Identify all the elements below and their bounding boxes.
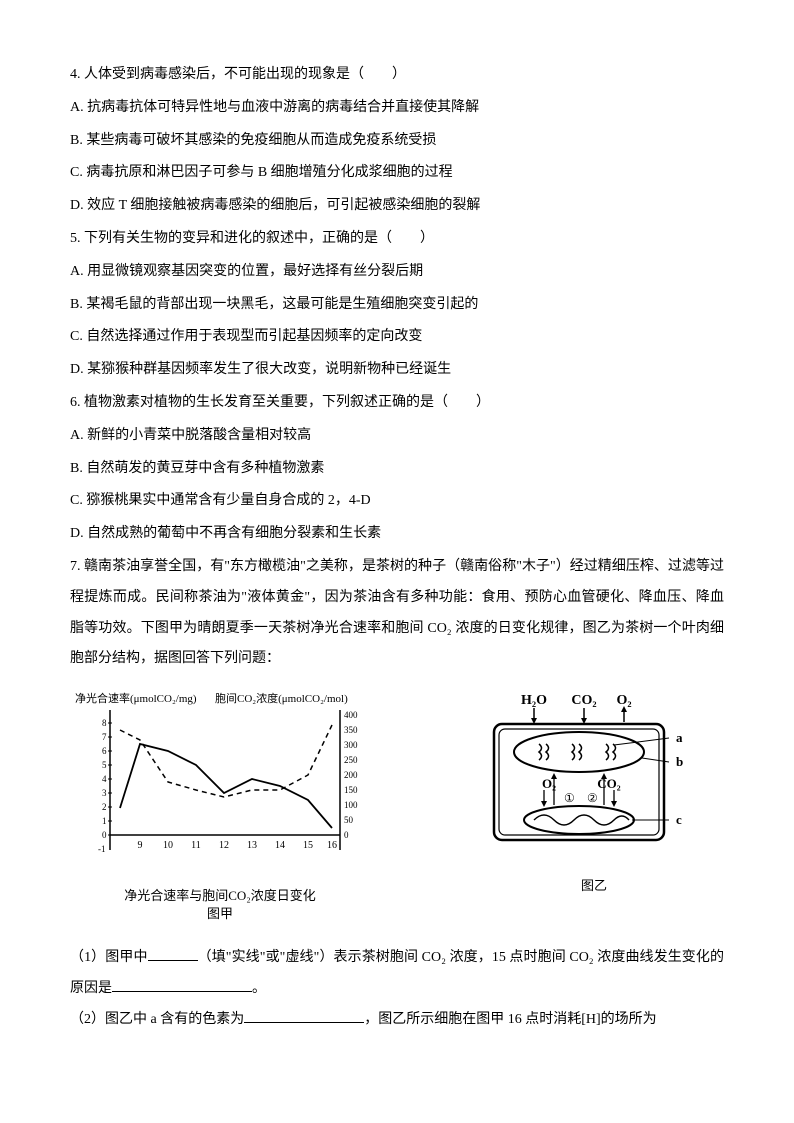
y2-axis-label: 胞间CO₂浓度(μmolCO₂/mol) [215, 691, 348, 705]
svg-text:400: 400 [344, 710, 358, 720]
label-b: b [676, 754, 683, 769]
top-labels: H₂O CO₂ O₂ [521, 693, 632, 708]
q6-option-d: D. 自然成熟的葡萄中不再含有细胞分裂素和生长素 [70, 519, 724, 550]
svg-text:16: 16 [327, 840, 337, 851]
sub2-pre: （2）图乙中 a 含有的色素为 [70, 1012, 244, 1027]
dashed-line-series [120, 725, 332, 797]
svg-text:14: 14 [275, 840, 285, 851]
q6-stem: 6. 植物激素对植物的生长发育至关重要，下列叙述正确的是（ ） [70, 388, 724, 419]
mitochondrion-cristae [534, 815, 629, 825]
q5-option-c: C. 自然选择通过作用于表现型而引起基因频率的定向改变 [70, 322, 724, 353]
svg-text:0: 0 [344, 830, 349, 840]
svg-text:15: 15 [303, 840, 313, 851]
chart-left-svg: 净光合速率(μmolCO₂/mg) 胞间CO₂浓度(μmolCO₂/mol) -… [70, 690, 370, 870]
q4-option-b: B. 某些病毒可破坏其感染的免疫细胞从而造成免疫系统受损 [70, 126, 724, 157]
label-line-a [614, 738, 669, 745]
svg-text:CO₂: CO₂ [571, 693, 596, 708]
svg-text:2: 2 [102, 802, 107, 812]
sub2-end: ，图乙所示细胞在图甲 16 点时消耗[H]的场所为 [364, 1012, 656, 1027]
svg-text:5: 5 [102, 760, 107, 770]
thylakoids [539, 744, 616, 760]
q4-option-c: C. 病毒抗原和淋巴因子可参与 B 细胞增殖分化成浆细胞的过程 [70, 158, 724, 189]
svg-text:12: 12 [219, 840, 229, 851]
q5-stem: 5. 下列有关生物的变异和进化的叙述中，正确的是（ ） [70, 224, 724, 255]
svg-text:50: 50 [344, 815, 354, 825]
q4-option-d: D. 效应 T 细胞接触被病毒感染的细胞后，可引起被感染细胞的裂解 [70, 191, 724, 222]
svg-text:10: 10 [163, 840, 173, 851]
diagram-right-svg: H₂O CO₂ O₂ a b O₂ CO₂ [464, 690, 704, 860]
q7-sub1: （1）图甲中（填"实线"或"虚线"）表示茶树胞间 CO₂ 浓度，15 点时胞间 … [70, 943, 724, 1005]
svg-text:O₂: O₂ [616, 693, 631, 708]
svg-text:3: 3 [102, 788, 107, 798]
figures-container: 净光合速率(μmolCO₂/mg) 胞间CO₂浓度(μmolCO₂/mol) -… [70, 690, 724, 923]
mitochondrion-outer [524, 806, 634, 834]
y1-axis-label: 净光合速率(μmolCO₂/mg) [75, 691, 197, 705]
figure-left: 净光合速率(μmolCO₂/mg) 胞间CO₂浓度(μmolCO₂/mol) -… [70, 690, 370, 923]
svg-text:6: 6 [102, 746, 107, 756]
svg-text:13: 13 [247, 840, 257, 851]
circle-2: ② [587, 791, 598, 805]
svg-text:CO₂: CO₂ [597, 776, 621, 791]
q5-option-a: A. 用显微镜观察基因突变的位置，最好选择有丝分裂后期 [70, 257, 724, 288]
diagram-right-caption: 图乙 [464, 877, 724, 895]
q5-option-d: D. 某猕猴种群基因频率发生了很大改变，说明新物种已经诞生 [70, 355, 724, 386]
svg-text:H₂O: H₂O [521, 693, 547, 708]
y1-ticks: -1 0 1 2 3 4 5 6 7 8 [98, 718, 107, 854]
figure-right: H₂O CO₂ O₂ a b O₂ CO₂ [464, 690, 724, 895]
label-c: c [676, 812, 682, 827]
q4-stem: 4. 人体受到病毒感染后，不可能出现的现象是（ ） [70, 60, 724, 91]
svg-text:300: 300 [344, 740, 358, 750]
q6-option-b: B. 自然萌发的黄豆芽中含有多种植物激素 [70, 454, 724, 485]
q6-option-c: C. 猕猴桃果实中通常含有少量自身合成的 2，4-D [70, 486, 724, 517]
sub1-end: 。 [252, 981, 266, 996]
svg-text:-1: -1 [98, 844, 106, 854]
svg-text:8: 8 [102, 718, 107, 728]
svg-text:150: 150 [344, 785, 358, 795]
circle-1: ① [564, 791, 575, 805]
q7-paragraph: 7. 赣南茶油享誉全国，有"东方橄榄油"之美称，是茶树的种子（赣南俗称"木子"）… [70, 552, 724, 675]
svg-text:250: 250 [344, 755, 358, 765]
chart-left-caption: 净光合速率与胞间CO₂浓度日变化 图甲 [70, 887, 370, 923]
x-ticks: 9 10 11 12 13 14 15 16 [138, 840, 338, 851]
svg-text:200: 200 [344, 770, 358, 780]
q5-option-b: B. 某褐毛鼠的背部出现一块黑毛，这最可能是生殖细胞突变引起的 [70, 290, 724, 321]
svg-text:0: 0 [102, 830, 107, 840]
svg-text:1: 1 [102, 816, 107, 826]
arrowhead-4 [541, 801, 547, 807]
q6-option-a: A. 新鲜的小青菜中脱落酸含量相对较高 [70, 421, 724, 452]
y2-ticks: 0 50 100 150 200 250 300 350 400 [344, 710, 358, 840]
label-a: a [676, 730, 683, 745]
q7-sub2: （2）图乙中 a 含有的色素为 ，图乙所示细胞在图甲 16 点时消耗[H]的场所为 [70, 1005, 724, 1036]
solid-line-series [120, 744, 332, 828]
blank-1[interactable] [148, 947, 198, 961]
q4-option-a: A. 抗病毒抗体可特异性地与血液中游离的病毒结合并直接使其降解 [70, 93, 724, 124]
arrowhead-7 [611, 801, 617, 807]
svg-text:4: 4 [102, 774, 107, 784]
sub1-pre: （1）图甲中 [70, 950, 148, 965]
caption-line1: 净光合速率与胞间CO₂浓度日变化 [124, 888, 316, 903]
svg-text:7: 7 [102, 732, 107, 742]
svg-text:11: 11 [191, 840, 201, 851]
caption-line2: 图甲 [207, 906, 233, 921]
blank-2[interactable] [112, 978, 252, 992]
svg-text:100: 100 [344, 800, 358, 810]
svg-text:9: 9 [138, 840, 143, 851]
blank-3[interactable] [244, 1009, 364, 1023]
svg-text:350: 350 [344, 725, 358, 735]
